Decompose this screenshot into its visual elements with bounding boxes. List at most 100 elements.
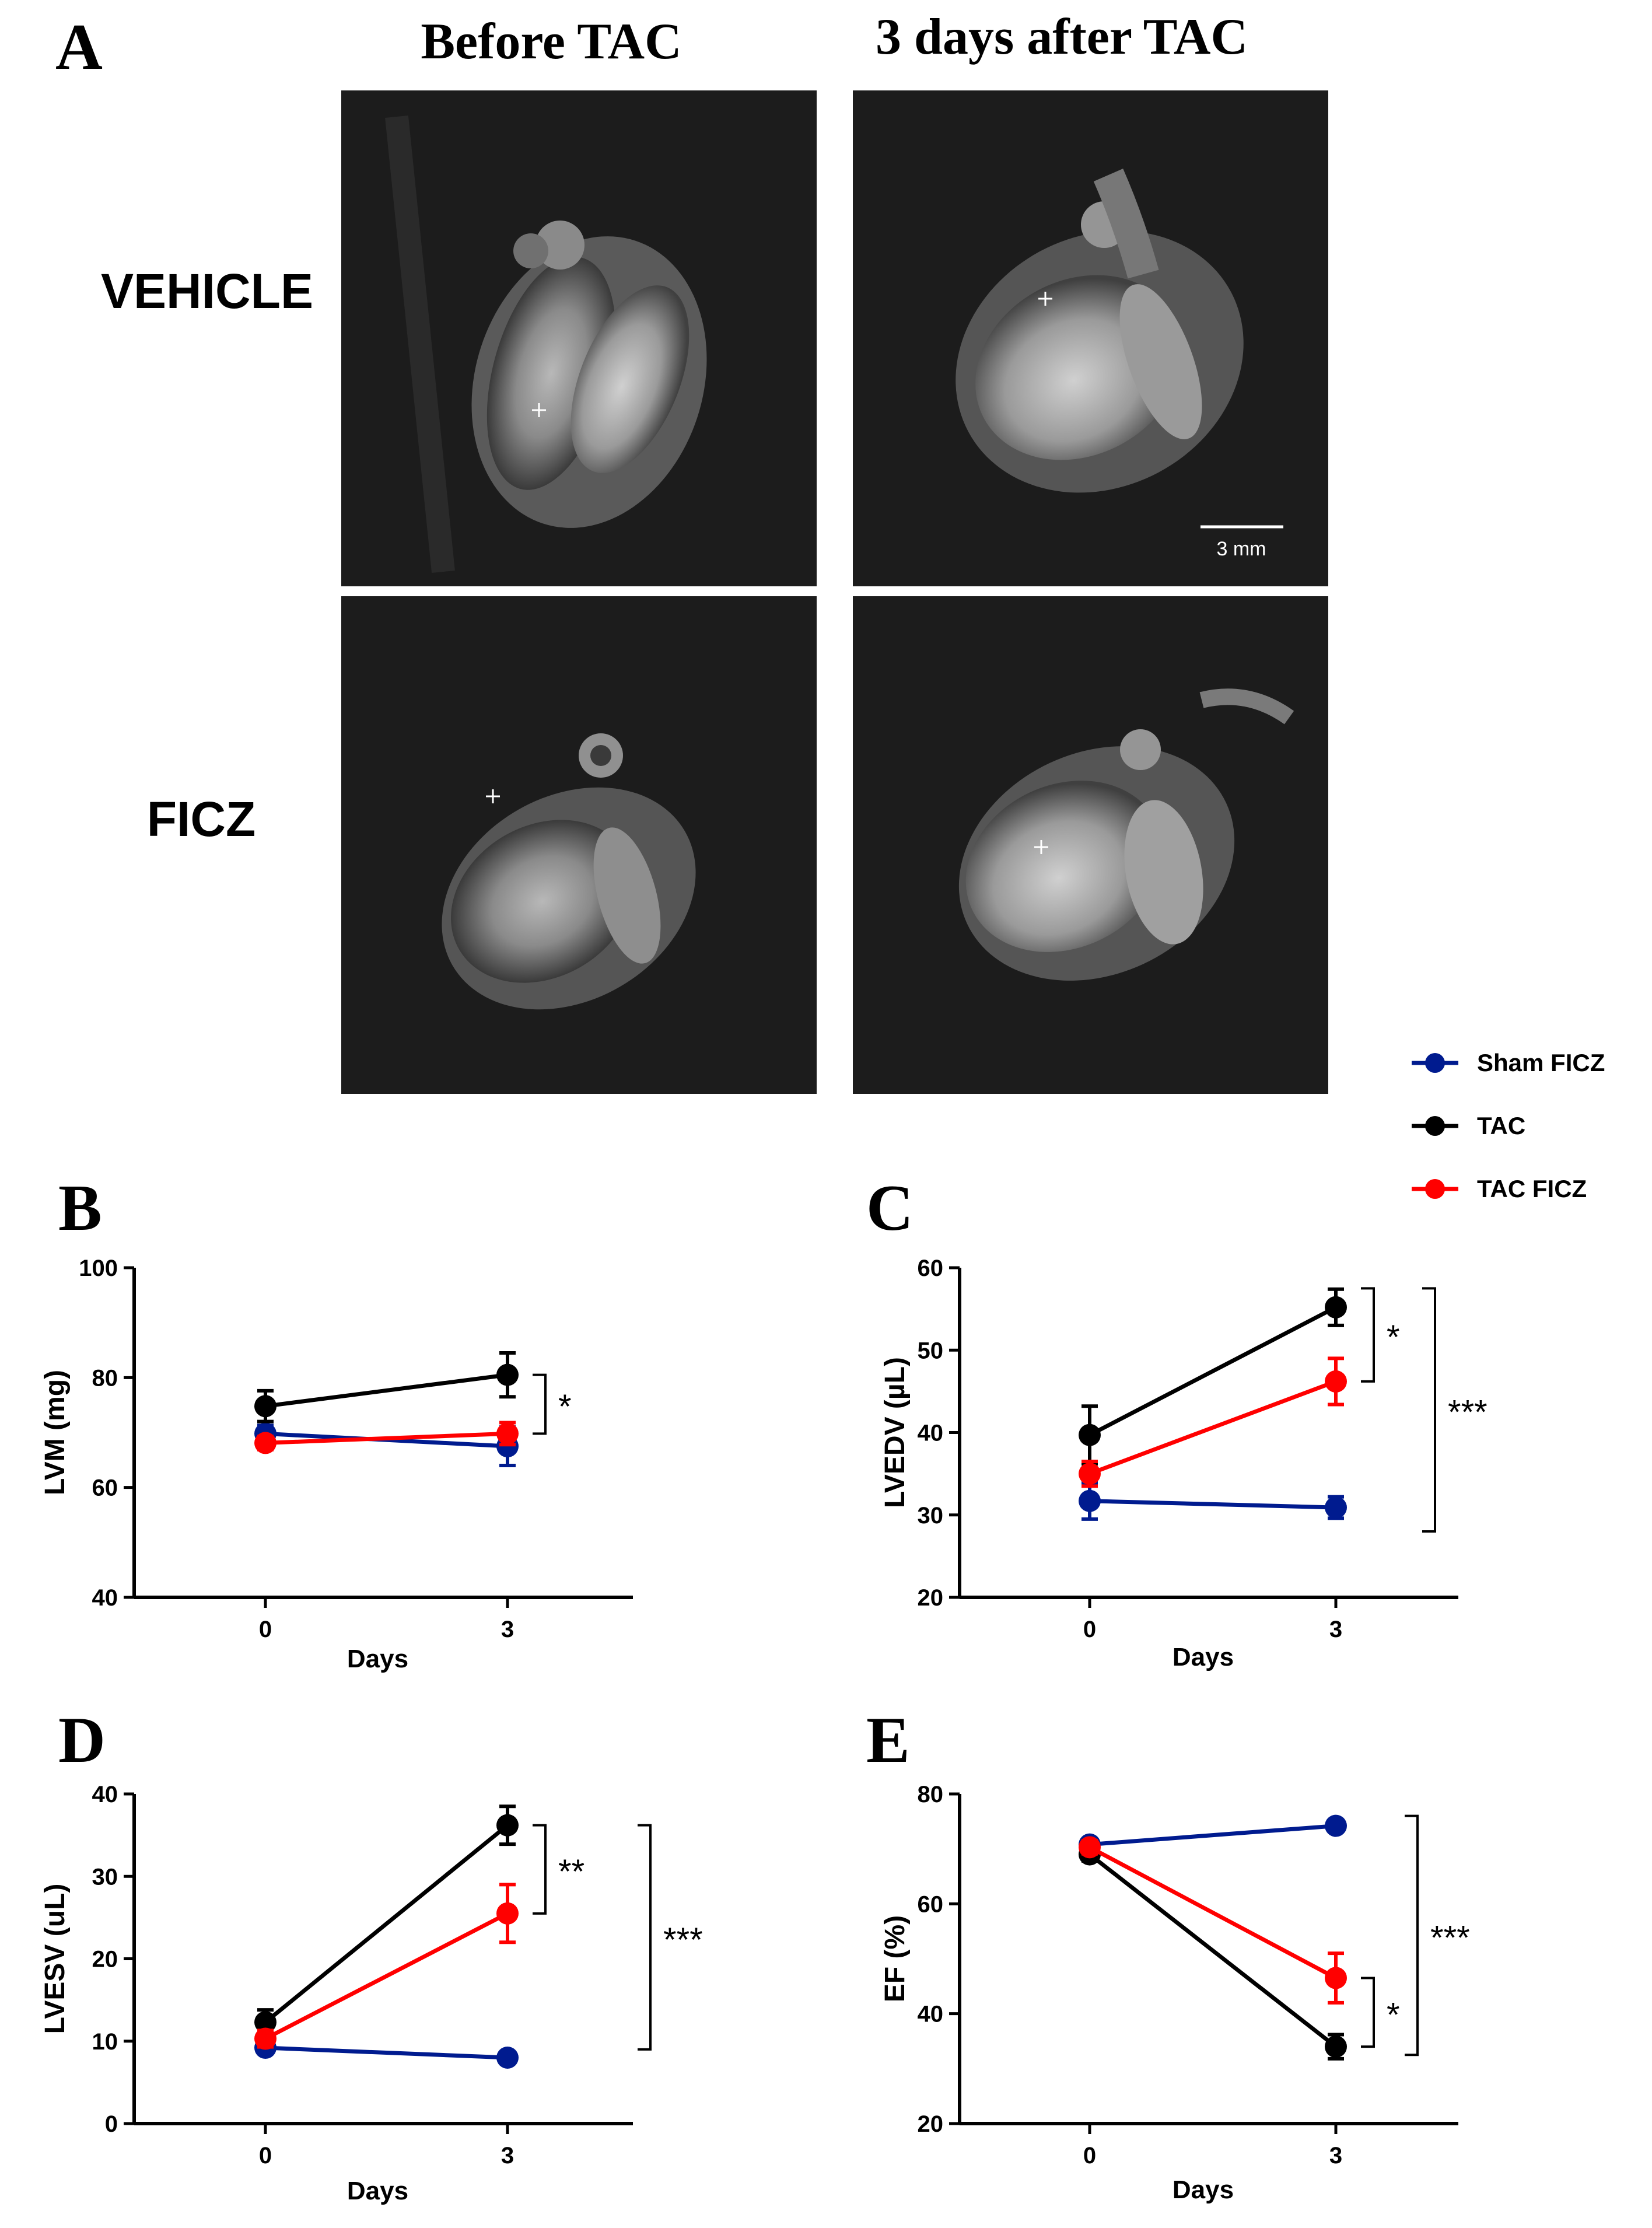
significance-label: ***	[1430, 1919, 1470, 1957]
y-tick-label: 60	[918, 1255, 944, 1281]
significance-bracket	[533, 1824, 547, 1915]
data-point	[1325, 2035, 1347, 2058]
data-point	[496, 1814, 519, 1837]
significance-label: *	[558, 1388, 572, 1426]
series-line	[264, 1911, 509, 2041]
data-point	[254, 2011, 276, 2034]
mri-vehicle-before	[341, 90, 817, 586]
column-header-after: 3 days after TAC	[876, 9, 1248, 65]
x-axis-label: Days	[347, 1645, 408, 1673]
panel-e-label: E	[866, 1704, 910, 1776]
panel-b-label: B	[58, 1172, 102, 1244]
y-tick-label: 40	[92, 1782, 118, 1807]
mri-ficz-before	[341, 596, 817, 1094]
significance-bracket	[1361, 1287, 1375, 1383]
x-axis-label: Days	[347, 2177, 408, 2205]
x-tick-label: 0	[259, 1617, 272, 1642]
y-tick-label: 20	[918, 1585, 944, 1611]
significance-bracket	[1405, 1814, 1419, 2056]
data-point	[1079, 1489, 1101, 1512]
data-point	[1079, 1836, 1101, 1859]
legend-label: TAC	[1477, 1112, 1525, 1139]
data-point	[1325, 1967, 1347, 1989]
y-tick-label: 50	[918, 1338, 944, 1363]
column-header-before: Before TAC	[421, 13, 681, 70]
series-line	[264, 1823, 509, 2024]
y-tick-label: 100	[79, 1255, 118, 1281]
series-line	[1089, 1499, 1336, 1510]
data-point	[1325, 1496, 1347, 1519]
scale-bar-label: 3 mm	[1217, 538, 1266, 560]
mri-vehicle-after: 3 mm	[853, 90, 1328, 586]
significance-label: *	[1387, 1318, 1400, 1356]
x-tick-label: 3	[1329, 1617, 1342, 1642]
panel-d-label: D	[58, 1704, 106, 1776]
legend-label: Sham FICZ	[1477, 1049, 1605, 1076]
series-line	[265, 1431, 508, 1445]
y-tick-label: 10	[92, 2029, 118, 2055]
y-tick-label: 80	[918, 1782, 944, 1807]
significance-label: **	[558, 1853, 584, 1891]
x-tick-label: 3	[501, 2143, 514, 2168]
x-tick-label: 3	[501, 1617, 514, 1642]
y-tick-label: 60	[92, 1475, 118, 1501]
series-line	[1088, 1379, 1337, 1476]
data-point	[1325, 1370, 1347, 1393]
data-point	[254, 2027, 276, 2050]
y-tick-label: 80	[92, 1365, 118, 1391]
data-point	[1325, 1296, 1347, 1318]
y-tick-label: 20	[918, 2111, 944, 2137]
x-tick-label: 0	[1083, 2143, 1096, 2168]
series-line	[1088, 1852, 1338, 2048]
y-axis-label: EF (%)	[880, 1915, 911, 2002]
legend-marker	[1425, 1179, 1445, 1199]
significance-label: ***	[1448, 1394, 1488, 1432]
data-point	[496, 1422, 519, 1445]
significance-label: ***	[663, 1921, 703, 1959]
significance-label: *	[1387, 1996, 1400, 2034]
row-label-ficz: FICZ	[147, 792, 256, 847]
y-tick-label: 40	[92, 1585, 118, 1611]
row-label-vehicle: VEHICLE	[101, 264, 313, 319]
data-point	[1325, 1814, 1347, 1837]
legend-label: TAC FICZ	[1477, 1175, 1587, 1202]
legend-marker	[1425, 1116, 1445, 1136]
legend: Sham FICZ TAC TAC FICZ	[1412, 1049, 1605, 1202]
y-tick-label: 60	[918, 1891, 944, 1917]
data-point	[496, 2047, 519, 2069]
data-point	[1079, 1423, 1101, 1446]
series-line	[1088, 1305, 1337, 1437]
series-line	[265, 1373, 508, 1408]
y-tick-label: 30	[918, 1503, 944, 1529]
panel-a-label: A	[55, 11, 103, 83]
significance-bracket	[1361, 1977, 1375, 2048]
significance-bracket	[638, 1824, 652, 2051]
data-point	[496, 1902, 519, 1925]
chart-lvm: 40 60 80 100 0 3 Days LVM (mg) *	[40, 1255, 633, 1673]
series-line	[265, 2045, 508, 2060]
data-point	[254, 1432, 276, 1454]
x-tick-label: 0	[259, 2143, 272, 2168]
x-axis-label: Days	[1172, 1643, 1234, 1671]
legend-marker	[1425, 1053, 1445, 1073]
y-tick-label: 40	[918, 1421, 944, 1446]
x-tick-label: 0	[1083, 1617, 1096, 1642]
y-tick-label: 40	[918, 2002, 944, 2027]
y-tick-label: 0	[105, 2111, 118, 2137]
data-point	[254, 1395, 276, 1418]
x-tick-label: 3	[1329, 2143, 1342, 2168]
series-line	[1088, 1845, 1337, 1980]
x-axis-label: Days	[1172, 2175, 1234, 2204]
y-tick-label: 30	[92, 1864, 118, 1890]
series-line	[1089, 1824, 1336, 1847]
y-tick-label: 20	[92, 1947, 118, 1972]
y-axis-label: LVESV (uL)	[40, 1884, 71, 2034]
y-axis-label: LVM (mg)	[40, 1370, 71, 1495]
mri-ficz-after	[853, 596, 1328, 1094]
data-point	[1079, 1463, 1101, 1485]
